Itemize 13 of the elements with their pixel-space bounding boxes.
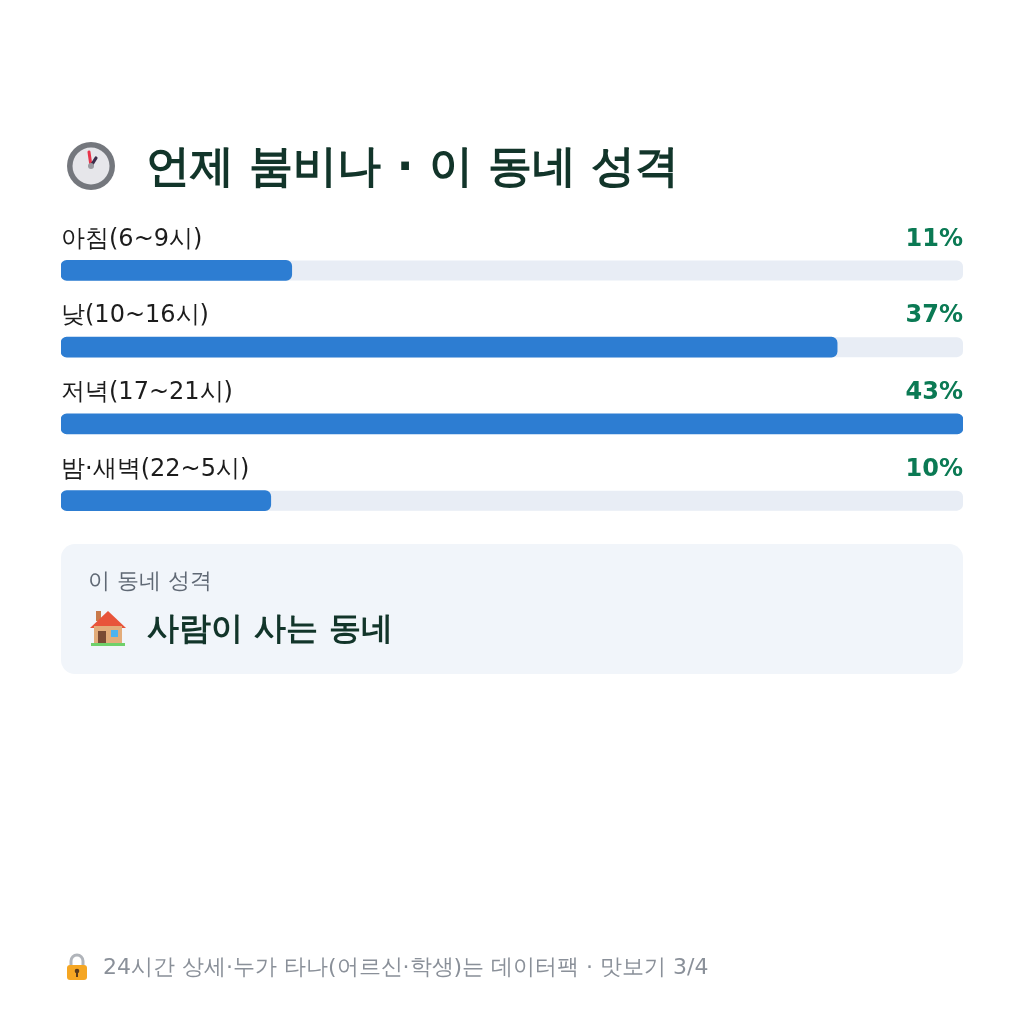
data-label: 10% [905,453,963,482]
bar [61,490,272,511]
y-tick-label: 아침(6~9시) [61,223,203,252]
text: 이 동네 성격 [88,567,212,595]
text: 24시간 상세·누가 타나(어르신·학생)는 데이터팩 · 맛보기 3/4 [103,953,709,981]
chart-title: 언제 붐비나 · 이 동네 성격 [146,139,680,193]
y-tick-label: 저녁(17~21시) [61,377,233,406]
data-label: 43% [905,377,963,406]
y-tick-label: 밤·새벽(22~5시) [61,453,250,482]
data-label: 37% [905,300,963,329]
data-label: 11% [905,223,963,252]
y-tick-label: 낮(10~16시) [61,300,209,329]
text: 사람이 사는 동네 [147,608,394,649]
